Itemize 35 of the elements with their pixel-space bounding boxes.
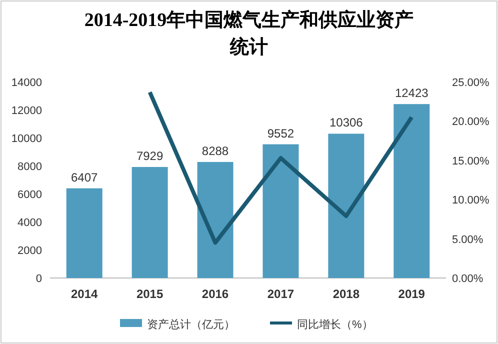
data-label: 6407: [71, 170, 98, 184]
y2-tick-label: 25.00%: [452, 77, 490, 89]
x-tick-label: 2017: [267, 287, 294, 301]
data-label: 12423: [394, 86, 429, 100]
y-tick-label: 10000: [11, 133, 42, 145]
y-tick-label: 2000: [18, 245, 42, 257]
bar: [132, 166, 168, 278]
x-tick-label: 2018: [332, 287, 360, 301]
bar: [394, 104, 430, 278]
y2-tick-label: 10.00%: [452, 194, 490, 207]
data-label: 8288: [202, 144, 229, 158]
x-tick-label: 2019: [398, 287, 426, 301]
bar: [328, 134, 364, 278]
data-label: 10306: [329, 116, 364, 130]
y2-tick-label: 15.00%: [452, 155, 490, 168]
x-tick-label: 2014: [71, 287, 98, 301]
legend-label: 同比增长（%）: [297, 318, 373, 331]
data-label: 9552: [267, 126, 294, 140]
y2-tick-label: 0.00%: [452, 273, 484, 285]
chart-title: 2014-2019年中国燃气生产和供应业资产统计: [84, 9, 414, 58]
data-label: 7929: [136, 148, 164, 163]
bar: [262, 144, 299, 278]
x-tick-label: 2016: [202, 287, 229, 301]
y-tick-label: 4000: [18, 217, 42, 229]
legend-label: 资产总计（亿元）: [147, 318, 235, 331]
y-tick-label: 14000: [11, 77, 42, 89]
y2-tick-label: 5.00%: [452, 234, 484, 246]
y-tick-label: 8000: [18, 161, 42, 173]
y-tick-label: 6000: [18, 189, 42, 201]
y2-tick-label: 20.00%: [452, 116, 490, 128]
x-tick-label: 2015: [136, 287, 164, 301]
y-tick-label: 12000: [11, 105, 42, 117]
y-tick-label: 0: [36, 273, 42, 285]
bar: [66, 188, 102, 278]
bar: [197, 162, 234, 278]
